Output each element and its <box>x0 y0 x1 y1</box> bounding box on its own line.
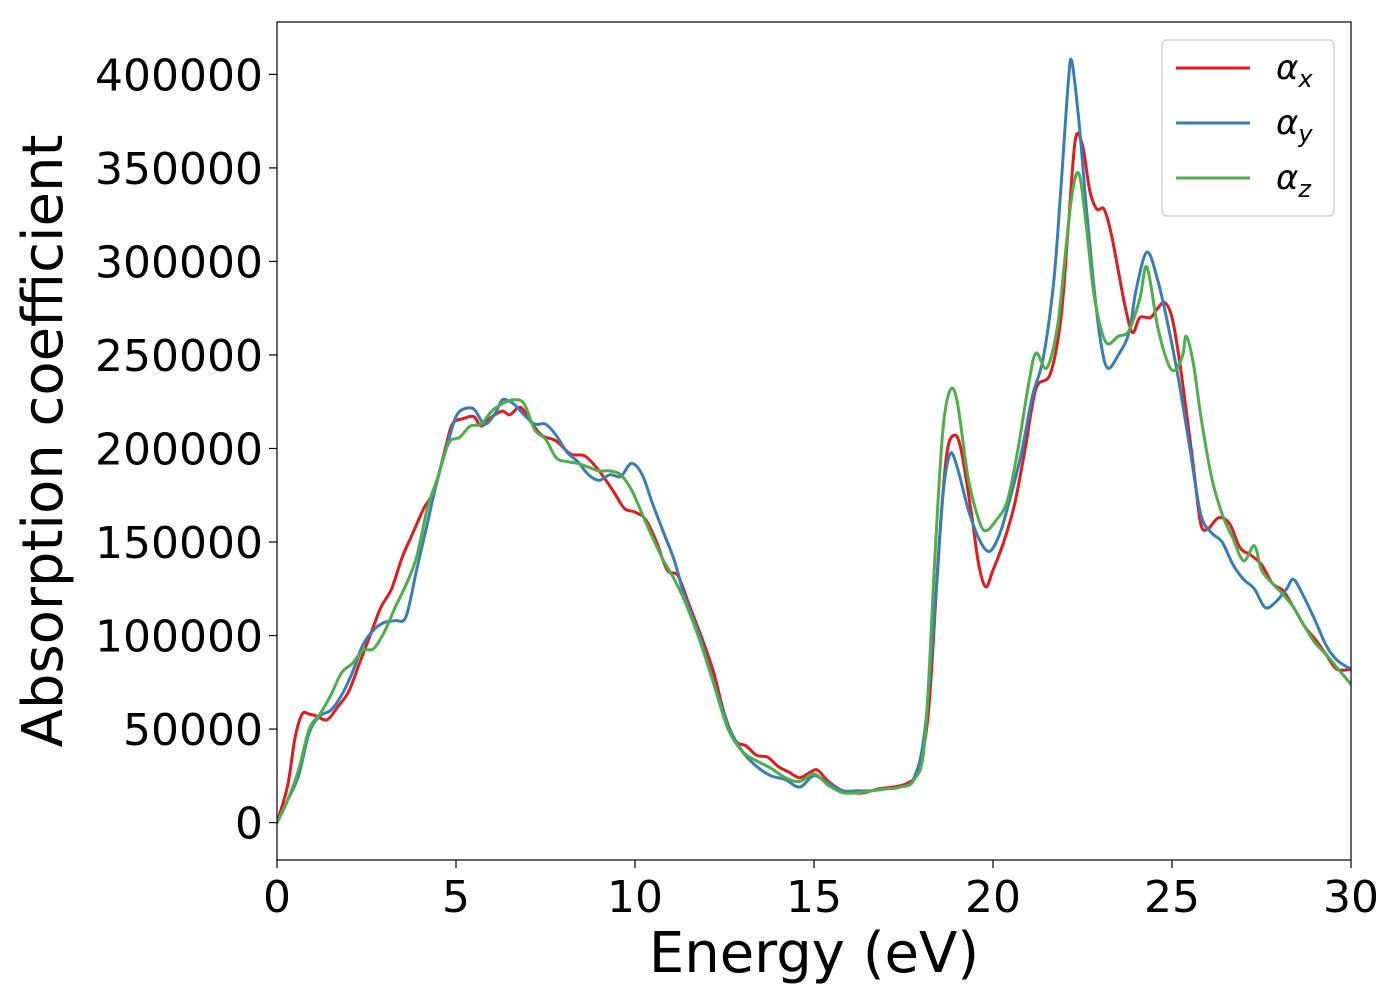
x-axis-ticks: 0 5 10 15 20 25 30 <box>263 860 1379 923</box>
x-tick-label: 25 <box>1144 872 1200 923</box>
y-tick-label: 100000 <box>95 612 263 663</box>
x-tick-label: 10 <box>607 872 663 923</box>
legend-box <box>1161 39 1335 217</box>
y-axis-label: Absorption coefficient <box>11 135 76 748</box>
x-tick-label: 5 <box>442 872 470 923</box>
y-tick-label: 300000 <box>95 237 263 288</box>
x-tick-label: 20 <box>965 872 1021 923</box>
y-tick-label: 50000 <box>123 705 263 756</box>
legend-subscript: z <box>1297 175 1312 203</box>
legend-symbol: α <box>1276 48 1298 88</box>
x-tick-label: 15 <box>786 872 842 923</box>
legend-subscript: y <box>1297 120 1313 148</box>
y-tick-label: 150000 <box>95 518 263 569</box>
x-tick-label: 0 <box>263 872 291 923</box>
y-tick-label: 250000 <box>95 331 263 382</box>
legend-label-alpha-x: αx <box>1276 48 1313 93</box>
legend-subscript: x <box>1297 65 1313 93</box>
legend-label-alpha-z: αz <box>1276 158 1312 203</box>
x-tick-label: 30 <box>1323 872 1379 923</box>
x-axis-label: Energy (eV) <box>649 921 979 986</box>
series-line-alpha-y <box>277 57 1351 825</box>
y-tick-label: 200000 <box>95 424 263 475</box>
y-tick-label: 400000 <box>95 50 263 101</box>
y-tick-label: 350000 <box>95 144 263 195</box>
series-group <box>277 57 1351 825</box>
legend-symbol: α <box>1276 158 1298 198</box>
y-axis-ticks: 0 50000 100000 150000 200000 250000 300000 3500… <box>95 50 277 850</box>
legend-symbol: α <box>1276 103 1298 143</box>
legend-label-alpha-y: αy <box>1276 103 1313 148</box>
series-line-alpha-z <box>277 171 1351 825</box>
y-tick-label: 0 <box>235 799 263 850</box>
